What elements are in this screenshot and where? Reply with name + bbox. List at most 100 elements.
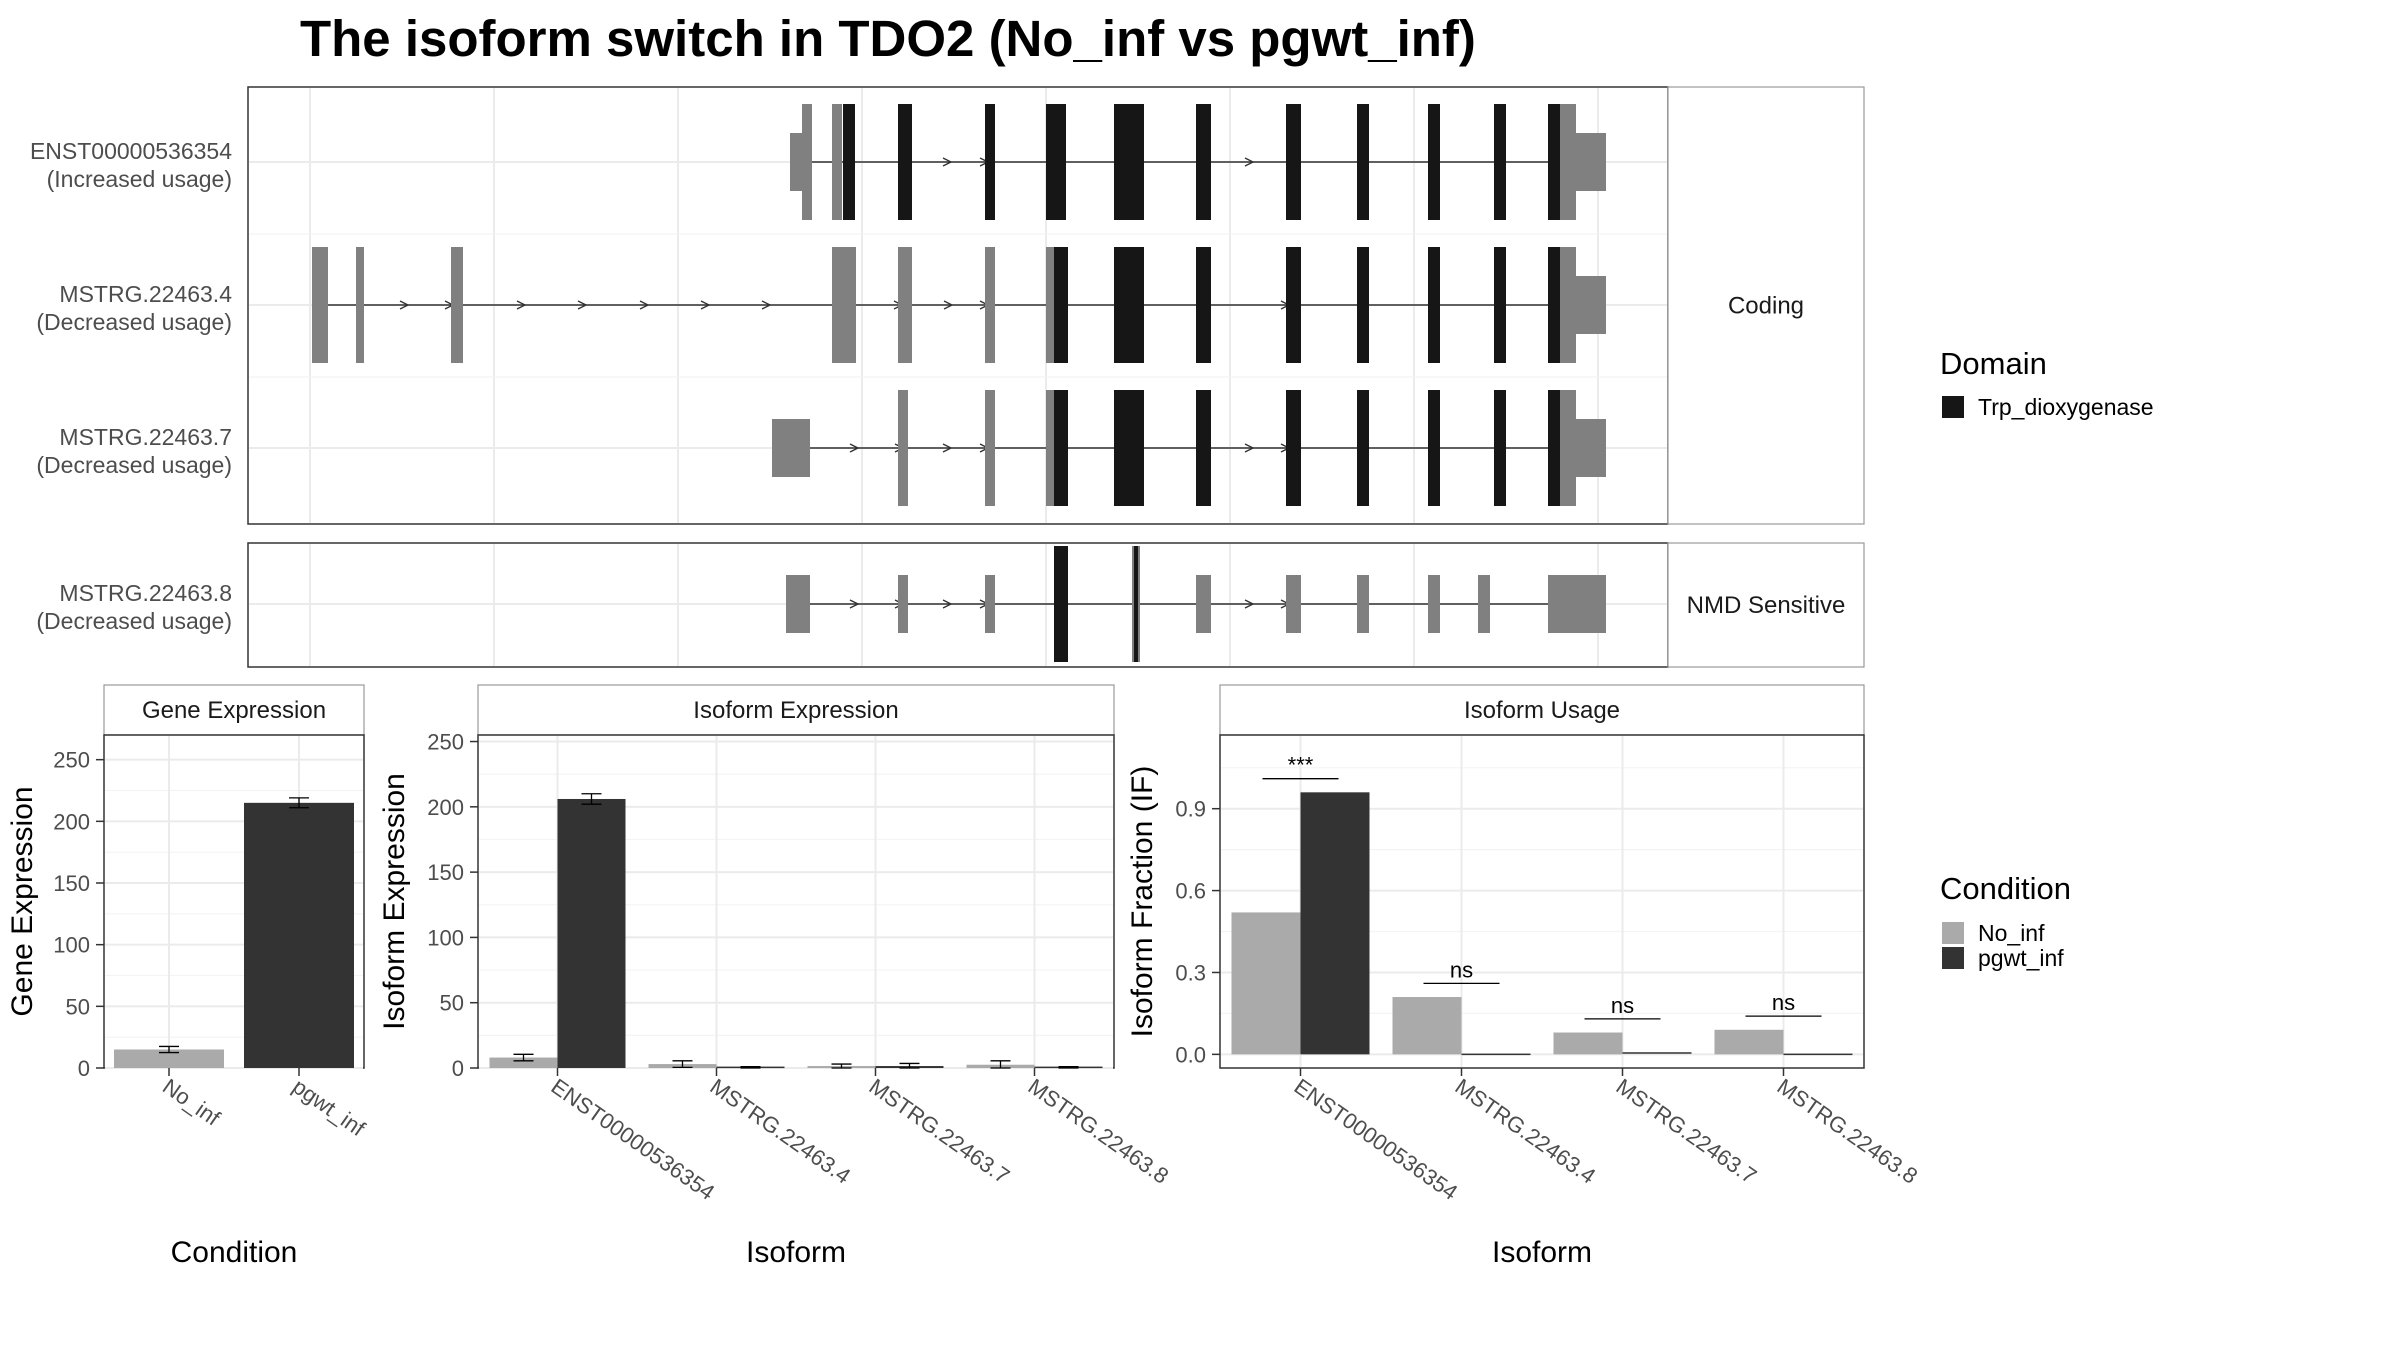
exon: [356, 247, 364, 363]
exon: [802, 104, 812, 220]
intron-direction-arrow: [849, 443, 860, 453]
y-tick-label: 0.0: [1175, 1042, 1206, 1067]
domain-exon: [1357, 247, 1369, 363]
x-tick-label: pgwt_inf: [288, 1074, 370, 1142]
gene-structure-facet-label: Coding: [1728, 293, 1804, 320]
bar-no-inf: [1714, 1029, 1784, 1055]
exon: [1576, 133, 1606, 191]
y-tick-label: 0.3: [1175, 960, 1206, 985]
transcript-usage-label: (Increased usage): [47, 166, 232, 192]
intron-direction-arrow: [1244, 443, 1255, 453]
domain-exon: [1494, 247, 1506, 363]
intron-direction-arrow: [700, 300, 711, 310]
bar-pgwt-inf: [244, 802, 354, 1068]
intron-direction-arrow: [942, 443, 953, 453]
transcript-id-label: MSTRG.22463.8: [59, 580, 232, 606]
bar-pgwt-inf: [1461, 1053, 1531, 1056]
y-tick-label: 0: [78, 1056, 90, 1081]
y-tick-label: 100: [53, 933, 90, 958]
panel-strip: [103, 684, 365, 736]
intron-direction-arrow: [942, 599, 953, 609]
exon: [1357, 575, 1369, 633]
isoform-usage-panel: Isoform Usage 0.0 0.3 0.6 0.9 *** ns ns ns ENST00…: [1126, 684, 1922, 1269]
domain-exon: [1428, 104, 1440, 220]
domain-exon: [1196, 104, 1211, 220]
gene-structure-facet-label: NMD Sensitive: [1687, 592, 1846, 619]
condition-legend-title: Condition: [1940, 871, 2071, 906]
domain-legend-swatch: [1942, 396, 1964, 418]
domain-exon: [1054, 546, 1068, 662]
x-tick-label: MSTRG.22463.7: [1612, 1074, 1762, 1189]
panel-strip-label: Gene Expression: [142, 697, 326, 724]
exon: [898, 247, 912, 363]
condition-legend-label: pgwt_inf: [1978, 945, 2064, 971]
domain-exon: [1286, 247, 1301, 363]
domain-exon: [1046, 104, 1066, 220]
transcript-id-label: MSTRG.22463.7: [59, 424, 232, 450]
y-axis-title: Isoform Fraction (IF): [1126, 766, 1159, 1038]
y-tick-label: 100: [427, 925, 464, 950]
exon: [985, 247, 995, 363]
transcript-usage-label: (Decreased usage): [36, 452, 232, 478]
gene-structure-panel: Coding NMD Sensitive ENST00000536354(Incre…: [30, 86, 1865, 668]
domain-exon: [1548, 247, 1560, 363]
y-tick-label: 150: [53, 871, 90, 896]
x-tick-label: MSTRG.22463.4: [706, 1074, 856, 1189]
x-tick-label: No_inf: [158, 1074, 225, 1131]
exon: [1576, 419, 1606, 477]
domain-exon: [1548, 390, 1560, 506]
exon: [898, 575, 908, 633]
y-tick-label: 200: [53, 809, 90, 834]
significance-label: ns: [1772, 990, 1795, 1015]
domain-exon: [1114, 390, 1144, 506]
panel-strip-label: Isoform Usage: [1464, 697, 1620, 724]
intron-direction-arrow: [761, 300, 772, 310]
domain-exon: [1428, 390, 1440, 506]
domain-exon: [1357, 104, 1369, 220]
domain-exon: [1114, 247, 1144, 363]
intron-direction-arrow: [943, 300, 954, 310]
x-axis-title: Isoform: [1492, 1236, 1592, 1269]
intron-direction-arrow: [1244, 599, 1255, 609]
gene-structure-facet-strip: [1667, 542, 1865, 668]
exon: [1196, 575, 1211, 633]
x-tick-label: MSTRG.22463.8: [1024, 1074, 1174, 1189]
x-tick-label: MSTRG.22463.7: [865, 1074, 1015, 1189]
intron-direction-arrow: [849, 599, 860, 609]
transcript-usage-label: (Decreased usage): [36, 309, 232, 335]
domain-exon: [1494, 104, 1506, 220]
exon: [1286, 575, 1301, 633]
exon: [1428, 575, 1440, 633]
domain-legend-label: Trp_dioxygenase: [1978, 394, 2154, 420]
exon: [772, 419, 810, 477]
legends: Domain Trp_dioxygenase Condition No_infpgwt…: [1940, 346, 2154, 971]
intron-direction-arrow: [1244, 157, 1255, 167]
y-tick-label: 0.6: [1175, 879, 1206, 904]
bar-no-inf: [489, 1057, 558, 1068]
domain-exon: [1286, 390, 1301, 506]
y-tick-label: 250: [427, 730, 464, 755]
y-tick-label: 50: [66, 994, 90, 1019]
exon: [832, 247, 856, 363]
intron-direction-arrow: [577, 300, 588, 310]
exon: [451, 247, 463, 363]
bar-pgwt-inf: [1622, 1052, 1692, 1054]
exon: [1046, 247, 1054, 363]
bar-no-inf: [1392, 997, 1462, 1055]
domain-exon: [1114, 104, 1144, 220]
domain-exon: [843, 104, 855, 220]
gene-expression-panel: Gene Expression 0 50 100 150 200 250 No_inf pgwt…: [6, 684, 370, 1269]
exon: [312, 247, 328, 363]
y-axis-title: Isoform Expression: [378, 773, 411, 1030]
x-tick-label: MSTRG.22463.4: [1451, 1074, 1601, 1189]
condition-legend-swatch-no-inf: [1942, 922, 1964, 944]
panel-strip: [1219, 684, 1865, 736]
transcript-usage-label: (Decreased usage): [36, 608, 232, 634]
exon: [1576, 276, 1606, 334]
intron-direction-arrow: [399, 300, 410, 310]
domain-exon: [898, 104, 912, 220]
domain-exon: [1548, 104, 1560, 220]
exon: [985, 575, 995, 633]
exon: [1560, 104, 1576, 220]
domain-exon: [985, 104, 995, 220]
